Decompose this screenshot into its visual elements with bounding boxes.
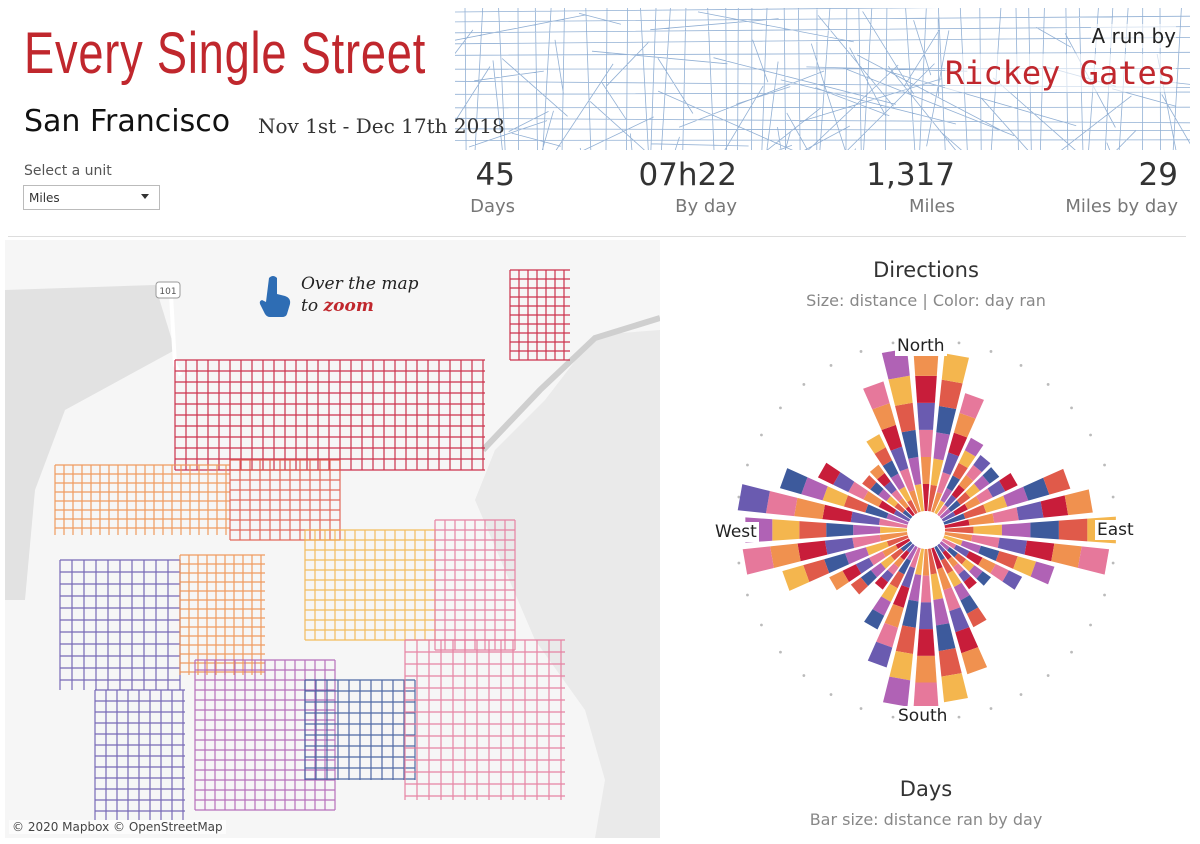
district-street-grid: [174, 359, 485, 471]
direction-bar[interactable]: [934, 545, 987, 628]
district-street-grid: [229, 459, 341, 541]
main-title: Every Single Street: [24, 21, 427, 86]
zoom-hint-accent: zoom: [323, 296, 374, 316]
compass-west: West: [713, 522, 759, 542]
kpi-value: 45: [475, 157, 515, 193]
compass-north: North: [895, 336, 947, 356]
zoom-hint-prefix: to: [301, 296, 319, 316]
kpi-label: Miles by day: [1065, 196, 1178, 217]
direction-bar[interactable]: [864, 545, 918, 630]
header-banner: Every Single Street San Francisco Nov 1s…: [0, 0, 1200, 150]
city-name: San Francisco: [24, 104, 231, 139]
direction-bar[interactable]: [943, 468, 1071, 525]
direction-bar[interactable]: [927, 548, 968, 703]
district-street-grid: [54, 464, 230, 535]
kpi-label: By day: [675, 196, 737, 217]
days-title: Days: [899, 777, 953, 801]
direction-bar[interactable]: [881, 348, 925, 512]
direction-bar[interactable]: [931, 393, 984, 513]
divider: [8, 236, 1186, 237]
district-streets: [54, 269, 570, 820]
runner-name: Rickey Gates: [944, 54, 1176, 92]
direction-bar[interactable]: [866, 434, 918, 515]
unit-dropdown-value: Miles: [29, 191, 60, 205]
kpi-time-by-day: 07h22 By day: [590, 156, 737, 220]
direction-bar[interactable]: [883, 548, 925, 707]
direction-bar[interactable]: [913, 348, 939, 512]
radial-guide-dots: [734, 338, 1118, 722]
zoom-hint-line-1: Over the map: [301, 274, 419, 294]
direction-bar[interactable]: [737, 484, 908, 529]
kpi-label: Days: [470, 196, 515, 217]
direction-bar[interactable]: [863, 381, 921, 513]
direction-bar[interactable]: [937, 543, 977, 590]
kpi-total-distance: 1,317 Miles: [820, 156, 955, 220]
byline-prefix: A run by: [1091, 24, 1176, 48]
highway-shield-label: 101: [159, 287, 176, 297]
directions-title: Directions: [873, 258, 979, 282]
direction-bar[interactable]: [931, 547, 988, 675]
highway-road: [480, 315, 660, 453]
direction-bar[interactable]: [937, 454, 991, 517]
direction-bar[interactable]: [742, 531, 908, 575]
district-street-grid: [434, 519, 516, 651]
direction-bar[interactable]: [913, 548, 939, 710]
direction-bar[interactable]: [943, 535, 1055, 585]
direction-bar[interactable]: [927, 353, 969, 512]
district-street-grid: [304, 679, 416, 780]
zoom-hint-line-2: to zoom: [301, 296, 374, 316]
kpi-days: 45 Days: [400, 156, 515, 220]
direction-bar[interactable]: [867, 547, 921, 668]
direction-bar[interactable]: [941, 538, 1023, 590]
district-street-grid: [94, 689, 185, 820]
direction-bar[interactable]: [862, 475, 913, 519]
bay-water: [5, 285, 175, 600]
direction-bar[interactable]: [874, 543, 915, 590]
kpi-label: Miles: [909, 196, 955, 217]
highway-shield-101: [155, 281, 181, 299]
direction-bar[interactable]: [850, 541, 913, 595]
direction-bar[interactable]: [869, 464, 915, 517]
district-street-grid: [59, 559, 181, 690]
direction-bar[interactable]: [782, 535, 909, 591]
days-subtitle: Bar size: distance ran by day: [809, 810, 1043, 829]
street-map[interactable]: 101 Over the map to zoom © 2020 Mapbox ©…: [5, 240, 660, 838]
chevron-down-icon[interactable]: [141, 194, 149, 199]
unit-selector-label: Select a unit: [24, 163, 112, 179]
hand-pointer-icon: [259, 276, 291, 317]
direction-bar[interactable]: [934, 437, 984, 515]
direction-bar[interactable]: [939, 541, 991, 586]
direction-bar[interactable]: [817, 462, 911, 522]
direction-bar[interactable]: [779, 468, 909, 525]
unit-dropdown[interactable]: Miles: [23, 185, 160, 210]
radial-center: [907, 511, 945, 549]
directions-subtitle: Size: distance | Color: day ran: [806, 291, 1046, 310]
direction-bar[interactable]: [829, 538, 911, 591]
map-attribution[interactable]: © 2020 Mapbox © OpenStreetMap: [9, 820, 226, 834]
district-street-grid: [509, 269, 570, 361]
compass-east: East: [1095, 520, 1136, 540]
district-street-grid: [404, 639, 565, 800]
district-street-grid: [304, 529, 436, 641]
kpi-distance-by-day: 29 Miles by day: [1040, 156, 1178, 220]
direction-bar[interactable]: [944, 489, 1093, 529]
kpi-value: 07h22: [638, 157, 737, 193]
direction-bar[interactable]: [944, 531, 1110, 575]
directions-radial-chart[interactable]: [700, 320, 1152, 740]
kpi-value: 1,317: [866, 157, 955, 193]
map-canvas[interactable]: 101: [5, 240, 660, 838]
direction-bar[interactable]: [941, 472, 1018, 522]
kpi-value: 29: [1138, 157, 1178, 193]
direction-bar[interactable]: [939, 467, 1000, 519]
district-street-grid: [179, 554, 265, 675]
date-range: Nov 1st - Dec 17th 2018: [258, 114, 505, 138]
compass-south: South: [896, 706, 950, 726]
